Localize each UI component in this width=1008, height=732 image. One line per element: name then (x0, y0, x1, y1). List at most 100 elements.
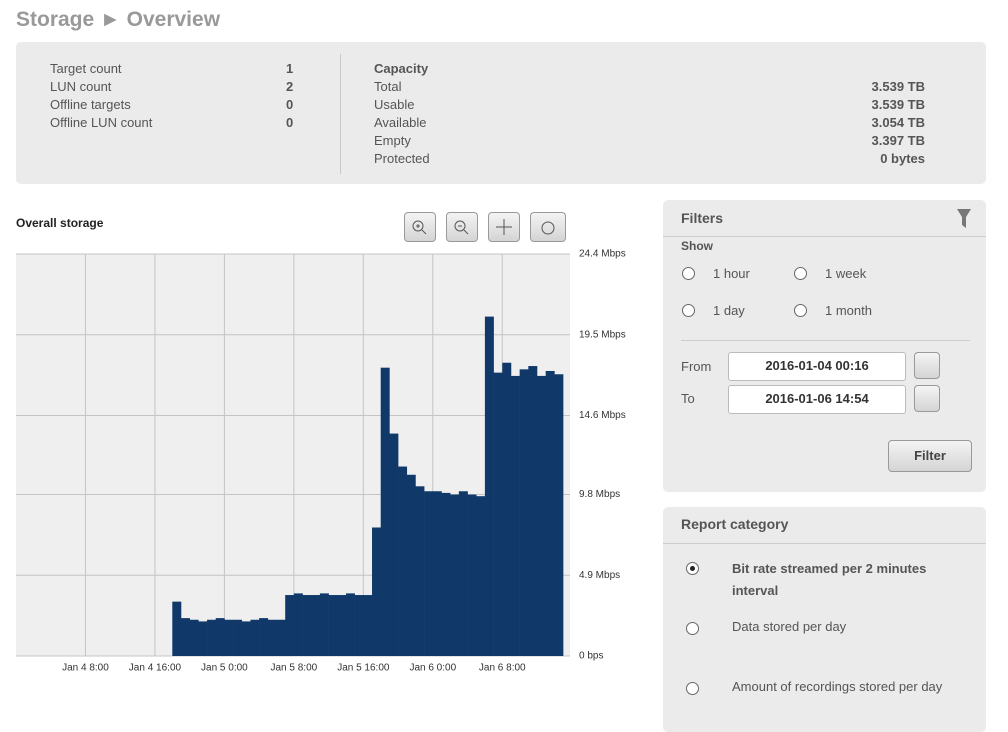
page-title: Storage ► Overview (16, 8, 221, 31)
x-tick-label: Jan 6 0:00 (409, 663, 456, 674)
capacity-value: 3.397 TB (871, 133, 925, 148)
bar (250, 619, 260, 656)
stat-label: Offline targets (50, 97, 131, 112)
separator (663, 543, 986, 544)
radio[interactable] (686, 562, 699, 575)
calendar-button[interactable] (914, 352, 940, 379)
capacity-label: Protected (374, 151, 430, 166)
zoom-out-button[interactable] (446, 212, 478, 242)
show-label: Show (681, 239, 713, 253)
calendar-button[interactable] (914, 385, 940, 412)
bar (224, 619, 234, 656)
bar (432, 491, 442, 656)
to-label: To (681, 391, 695, 406)
radio[interactable] (794, 304, 807, 317)
x-tick-label: Jan 6 8:00 (479, 663, 526, 674)
stat-value: 0 (286, 115, 294, 130)
bar (215, 618, 225, 656)
filter-button[interactable]: Filter (888, 440, 972, 472)
divider (340, 54, 341, 174)
bar (389, 433, 399, 656)
radio[interactable] (686, 622, 699, 635)
bar (241, 621, 251, 656)
stat-value: 2 (286, 79, 294, 94)
radio[interactable] (794, 267, 807, 280)
option-label[interactable]: Data stored per day (732, 619, 847, 634)
bar (259, 618, 269, 656)
bar (502, 362, 512, 656)
bar (415, 486, 425, 656)
y-tick-label: 24.4 Mbps (579, 249, 626, 260)
bar (528, 366, 538, 656)
bar (467, 494, 477, 656)
separator (681, 340, 970, 341)
bar (484, 316, 494, 656)
capacity-value: 3.054 TB (871, 115, 925, 130)
y-tick-label: 14.6 Mbps (579, 410, 626, 421)
summary-panel (16, 42, 986, 184)
bar (537, 375, 546, 656)
bar (545, 370, 555, 656)
bar (180, 618, 190, 656)
from-input[interactable]: 2016-01-04 00:16 (728, 352, 906, 381)
bar (493, 372, 503, 656)
capacity-title: Capacity (374, 61, 429, 76)
y-tick-label: 0 bps (579, 651, 603, 662)
radio[interactable] (686, 682, 699, 695)
chart-title: Overall storage (16, 216, 104, 230)
capacity-label: Total (374, 79, 402, 94)
stat-value: 1 (286, 61, 294, 76)
bar (189, 619, 199, 656)
option-label[interactable]: 1 day (713, 303, 745, 318)
capacity-value: 3.539 TB (871, 97, 925, 112)
stat-label: Target count (50, 61, 122, 76)
bar (398, 466, 408, 656)
option-label[interactable]: 1 month (825, 303, 872, 318)
bar (267, 619, 277, 656)
chart: 0 bps 4.9 Mbps 9.8 Mbps 14.6 Mbps 19.5 Mbps 2… (16, 249, 626, 674)
x-tick-label: Jan 5 16:00 (337, 663, 390, 674)
pan-button[interactable] (488, 212, 520, 242)
capacity-label: Empty (374, 133, 411, 148)
bar (311, 595, 321, 656)
bar (519, 369, 529, 656)
x-tick-label: Jan 4 8:00 (62, 663, 109, 674)
y-tick-label: 9.8 Mbps (579, 489, 620, 500)
bar (380, 367, 390, 656)
reset-button[interactable] (530, 212, 566, 242)
option-label[interactable]: 1 week (825, 266, 867, 281)
to-input[interactable]: 2016-01-06 14:54 (728, 385, 906, 414)
bar (510, 375, 520, 656)
separator (663, 236, 986, 237)
filters-title: Filters (681, 210, 724, 226)
capacity-value: 0 bytes (880, 151, 925, 166)
bar (424, 491, 434, 656)
bar (337, 595, 347, 656)
bar (406, 474, 416, 656)
bar (372, 527, 382, 656)
bar (354, 595, 364, 656)
stat-value: 0 (286, 97, 294, 112)
filter-icon (957, 209, 971, 228)
zoom-in-button[interactable] (404, 212, 436, 242)
x-tick-label: Jan 5 8:00 (271, 663, 318, 674)
option-label[interactable]: 1 hour (713, 266, 750, 281)
bar (363, 595, 373, 656)
x-tick-label: Jan 4 16:00 (129, 663, 182, 674)
report-panel (663, 507, 986, 732)
bar (233, 619, 243, 656)
bar (276, 619, 286, 656)
y-tick-label: 4.9 Mbps (579, 570, 620, 581)
radio[interactable] (682, 267, 695, 280)
capacity-label: Available (374, 115, 427, 130)
option-label[interactable]: Bit rate streamed per 2 minutes interval (732, 561, 927, 598)
bar (293, 593, 303, 656)
bar (207, 619, 217, 656)
bar (458, 491, 468, 656)
capacity-value: 3.539 TB (871, 79, 925, 94)
option-label[interactable]: Amount of recordings stored per day (732, 679, 943, 694)
bar (198, 621, 208, 656)
bar (441, 492, 451, 656)
radio[interactable] (682, 304, 695, 317)
